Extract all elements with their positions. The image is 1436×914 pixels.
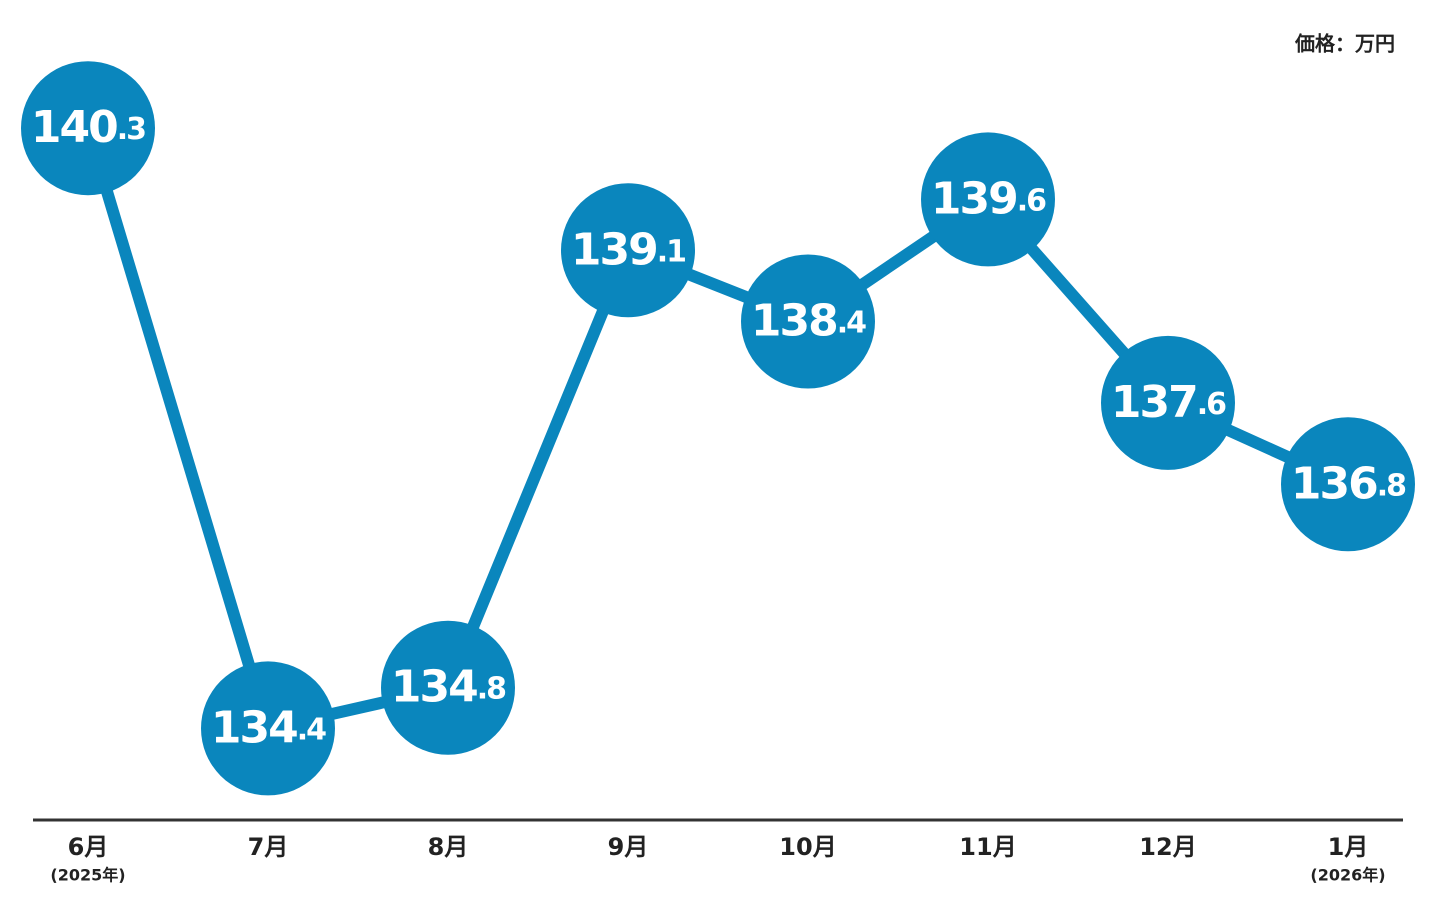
- point: [1101, 335, 1235, 470]
- x-tick-label: 11月: [959, 833, 1016, 861]
- point: [561, 183, 695, 318]
- data-label: 140.3: [31, 102, 145, 153]
- data-label: 137.6: [1111, 377, 1226, 428]
- data-label: 138.4: [751, 295, 866, 346]
- data-label: 134.8: [391, 662, 506, 713]
- point: [741, 254, 875, 389]
- point: [21, 61, 155, 196]
- x-tick-label: 9月: [608, 833, 649, 861]
- x-tick-note: (2025年): [50, 866, 125, 885]
- x-tick-label: 1月: [1328, 833, 1369, 861]
- x-tick-label: 6月: [68, 833, 109, 861]
- x-tick-label: 12月: [1139, 833, 1196, 861]
- point: [381, 620, 515, 755]
- x-tick-label: 8月: [428, 833, 469, 861]
- x-tick-label: 7月: [248, 833, 289, 861]
- point: [1281, 417, 1415, 552]
- x-tick-label: 10月: [779, 833, 836, 861]
- point: [921, 132, 1055, 267]
- point: [201, 661, 335, 796]
- unit-label: 価格：万円: [1294, 32, 1395, 56]
- data-label: 136.8: [1291, 458, 1406, 509]
- x-tick-note: (2026年): [1310, 866, 1385, 885]
- data-label: 139.1: [571, 224, 685, 275]
- data-label: 139.6: [931, 173, 1046, 224]
- data-label: 134.4: [211, 702, 326, 753]
